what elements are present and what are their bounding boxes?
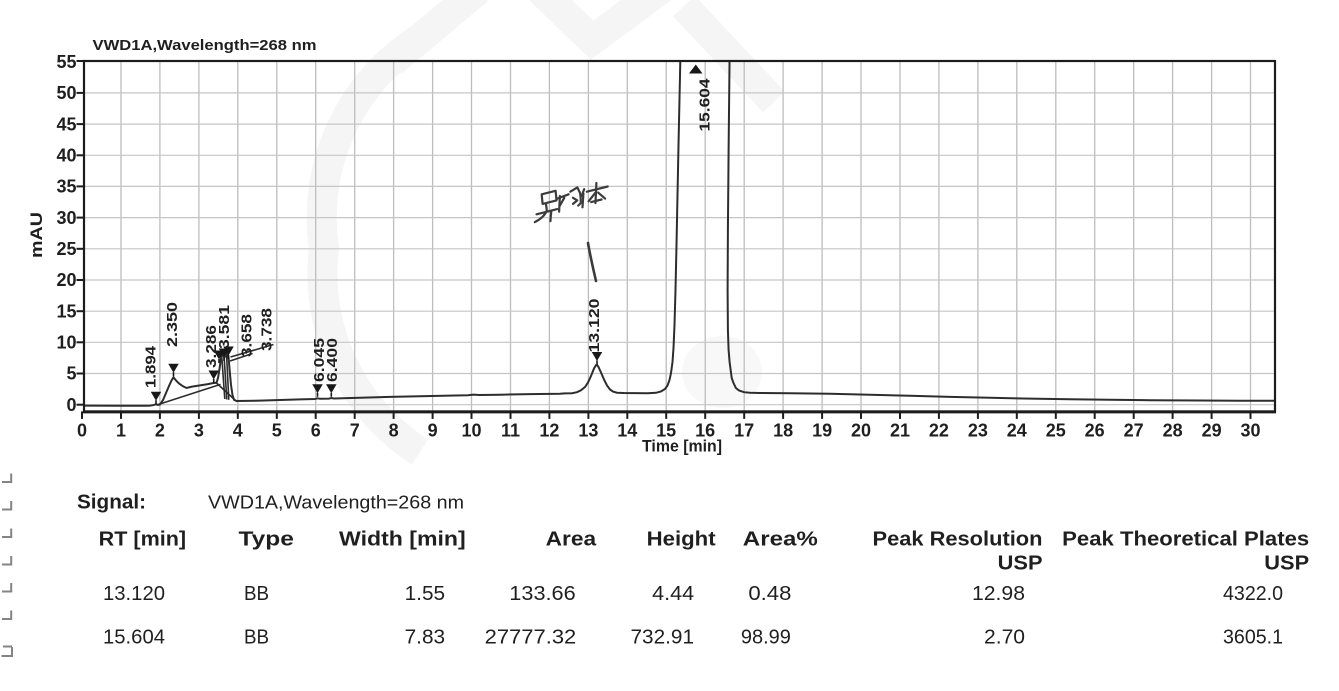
- svg-text:30: 30: [56, 208, 76, 228]
- svg-text:14: 14: [617, 421, 637, 441]
- svg-text:30: 30: [1240, 421, 1260, 441]
- svg-text:98.99: 98.99: [741, 627, 791, 649]
- svg-text:Area: Area: [546, 529, 597, 551]
- svg-text:9: 9: [428, 421, 438, 441]
- svg-text:25: 25: [1046, 421, 1066, 441]
- svg-text:13.120: 13.120: [586, 299, 603, 353]
- svg-text:40: 40: [56, 146, 76, 166]
- svg-text:Peak Resolution: Peak Resolution: [873, 529, 1043, 551]
- svg-text:4: 4: [233, 421, 243, 441]
- svg-text:6.400: 6.400: [324, 338, 341, 382]
- svg-text:20: 20: [851, 421, 871, 441]
- svg-text:Time [min]: Time [min]: [642, 437, 722, 456]
- svg-text:35: 35: [56, 177, 76, 197]
- svg-text:0: 0: [77, 421, 87, 441]
- svg-text:2.350: 2.350: [164, 302, 181, 347]
- svg-text:1.55: 1.55: [405, 583, 446, 605]
- svg-text:25: 25: [56, 239, 76, 259]
- svg-text:USP: USP: [1264, 553, 1309, 575]
- svg-text:13.120: 13.120: [103, 583, 165, 605]
- svg-text:3605.1: 3605.1: [1223, 627, 1283, 649]
- svg-text:7: 7: [350, 421, 360, 441]
- svg-text:5: 5: [66, 364, 76, 384]
- svg-text:22: 22: [929, 421, 949, 441]
- svg-text:Peak Theoretical Plates: Peak Theoretical Plates: [1062, 529, 1309, 551]
- svg-text:11: 11: [501, 421, 520, 441]
- svg-text:0.48: 0.48: [748, 583, 791, 605]
- svg-text:12: 12: [539, 421, 559, 441]
- svg-text:1: 1: [116, 421, 126, 441]
- svg-text:Height: Height: [647, 529, 716, 551]
- svg-text:RT [min]: RT [min]: [99, 529, 186, 551]
- svg-text:17: 17: [734, 421, 754, 441]
- svg-text:26: 26: [1085, 421, 1105, 441]
- svg-text:2.70: 2.70: [984, 627, 1025, 649]
- svg-text:13: 13: [578, 421, 598, 441]
- svg-text:Type: Type: [239, 529, 294, 551]
- svg-text:mAU: mAU: [27, 212, 46, 258]
- svg-text:BB: BB: [244, 583, 269, 605]
- svg-text:7.83: 7.83: [405, 627, 446, 649]
- svg-text:15.604: 15.604: [103, 627, 165, 649]
- svg-text:4.44: 4.44: [652, 583, 694, 605]
- svg-text:15: 15: [56, 301, 76, 321]
- svg-text:15: 15: [656, 421, 676, 441]
- svg-text:1.894: 1.894: [143, 345, 160, 388]
- svg-text:3.658: 3.658: [239, 314, 256, 357]
- svg-text:Signal:: Signal:: [77, 492, 146, 514]
- svg-text:29: 29: [1202, 421, 1222, 441]
- svg-text:3.738: 3.738: [259, 308, 276, 351]
- svg-text:20: 20: [56, 270, 76, 290]
- svg-text:BB: BB: [244, 627, 269, 649]
- svg-text:Width [min]: Width [min]: [339, 529, 466, 551]
- svg-text:3: 3: [194, 421, 204, 441]
- svg-text:27777.32: 27777.32: [485, 627, 577, 649]
- svg-text:15.604: 15.604: [697, 78, 714, 132]
- svg-text:16: 16: [695, 421, 715, 441]
- svg-text:VWD1A,Wavelength=268 nm: VWD1A,Wavelength=268 nm: [208, 493, 464, 513]
- svg-text:VWD1A,Wavelength=268 nm: VWD1A,Wavelength=268 nm: [93, 37, 317, 54]
- svg-text:45: 45: [56, 114, 76, 134]
- svg-text:50: 50: [56, 83, 76, 103]
- svg-text:6: 6: [311, 421, 321, 441]
- svg-text:USP: USP: [998, 553, 1043, 575]
- svg-text:23: 23: [968, 421, 988, 441]
- svg-text:3.286: 3.286: [203, 325, 220, 368]
- svg-text:10: 10: [56, 333, 76, 353]
- svg-text:27: 27: [1124, 421, 1144, 441]
- svg-text:3.581: 3.581: [216, 305, 233, 349]
- svg-text:10: 10: [461, 421, 481, 441]
- svg-text:133.66: 133.66: [509, 583, 575, 605]
- svg-text:24: 24: [1007, 421, 1027, 441]
- svg-text:2: 2: [155, 421, 165, 441]
- svg-text:4322.0: 4322.0: [1223, 583, 1283, 605]
- svg-text:732.91: 732.91: [631, 627, 695, 649]
- svg-text:Area%: Area%: [743, 529, 818, 551]
- svg-text:5: 5: [272, 421, 282, 441]
- svg-text:12.98: 12.98: [972, 583, 1025, 605]
- svg-text:0: 0: [66, 395, 76, 415]
- svg-text:18: 18: [773, 421, 793, 441]
- svg-text:6.045: 6.045: [311, 338, 328, 382]
- svg-text:28: 28: [1163, 421, 1183, 441]
- svg-text:21: 21: [890, 421, 910, 441]
- svg-text:8: 8: [389, 421, 399, 441]
- svg-text:55: 55: [56, 52, 76, 72]
- svg-text:19: 19: [812, 421, 832, 441]
